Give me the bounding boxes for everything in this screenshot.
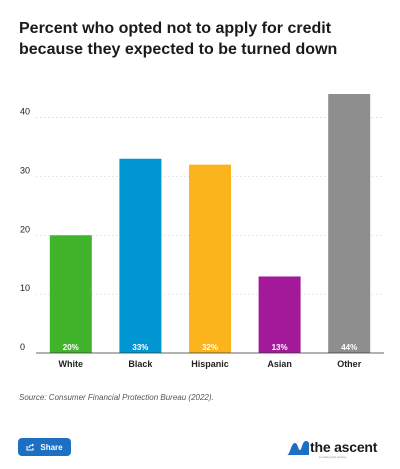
data-label: 32%: [202, 343, 218, 352]
share-button[interactable]: Share: [18, 438, 71, 456]
y-tick-label: 30: [20, 165, 30, 175]
chart-title: Percent who opted not to apply for credi…: [19, 20, 338, 58]
the-ascent-logo[interactable]: the ascent a motley fool service: [287, 436, 387, 460]
bar: [328, 94, 371, 353]
bar: [49, 235, 92, 353]
data-label: 13%: [272, 343, 288, 352]
x-tick-label: Hispanic: [191, 359, 229, 369]
data-label: 20%: [63, 343, 79, 352]
brand-tagline: a motley fool service: [319, 455, 347, 459]
x-tick-label: White: [59, 359, 84, 369]
y-tick-label: 20: [20, 224, 30, 234]
bar-chart: 0 10 20 30 40 20% White 33% Black 32% Hispanic 13% A…: [20, 94, 384, 369]
bar: [189, 164, 231, 353]
y-tick-label: 10: [20, 283, 30, 293]
y-tick-label: 0: [20, 342, 25, 352]
x-tick-label: Black: [128, 359, 153, 369]
x-tick-label: Other: [337, 359, 362, 369]
data-label: 44%: [341, 343, 357, 352]
x-tick-label: Asian: [267, 359, 292, 369]
y-tick-label: 40: [20, 107, 30, 117]
brand-name: the ascent: [310, 439, 378, 455]
source-note: Source: Consumer Financial Protection Bu…: [19, 393, 214, 402]
bar: [258, 276, 301, 353]
share-label: Share: [40, 442, 63, 452]
share-icon: [26, 443, 35, 451]
bar: [119, 158, 162, 353]
data-label: 33%: [132, 343, 148, 352]
